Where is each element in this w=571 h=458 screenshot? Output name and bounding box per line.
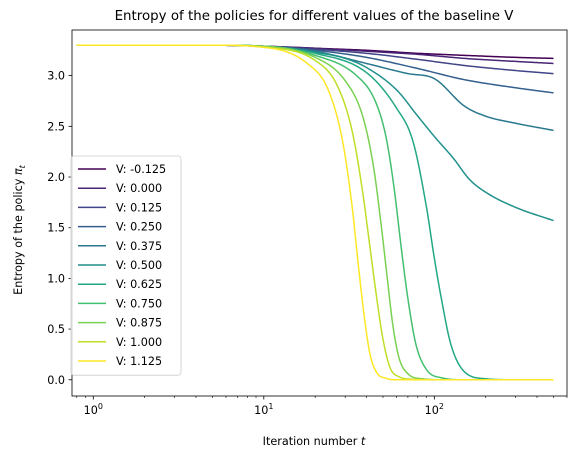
chart-title: Entropy of the policies for different va…	[115, 9, 515, 24]
legend-label-1: V: 0.000	[116, 182, 162, 195]
legend: V: -0.125 V: 0.000 V: 0.125 V: 0.250 V: 0.37…	[70, 155, 182, 376]
x-tick-label-2: 102	[425, 402, 444, 417]
x-axis-label: Iteration number t	[263, 435, 366, 448]
series-line-8	[76, 44, 554, 381]
legend-box	[70, 155, 182, 376]
legend-label-9: V: 1.000	[116, 336, 162, 349]
y-tick-label-1: 0.5	[47, 323, 65, 336]
y-tick-label-0: 0.0	[47, 374, 65, 387]
legend-label-2: V: 0.125	[116, 201, 162, 214]
legend-label-4: V: 0.375	[116, 240, 162, 253]
legend-label-3: V: 0.250	[116, 221, 162, 234]
legend-label-7: V: 0.750	[116, 297, 162, 310]
x-tick-label-1: 101	[254, 402, 273, 417]
legend-label-5: V: 0.500	[116, 259, 162, 272]
ticks-layer: 0.0 0.5 1.0 1.5 2.0 2.5 3.0 100 101 102	[47, 70, 568, 417]
x-tick-label-0: 100	[84, 402, 103, 417]
y-axis-label: Entropy of the policy πt	[12, 164, 27, 295]
y-tick-label-6: 3.0	[47, 70, 65, 83]
series-layer	[76, 44, 554, 381]
legend-label-6: V: 0.625	[116, 278, 162, 291]
y-tick-label-3: 1.5	[47, 222, 65, 235]
legend-label-8: V: 0.875	[116, 317, 162, 330]
legend-label-10: V: 1.125	[116, 355, 162, 368]
series-line-9	[76, 44, 554, 381]
legend-label-0: V: -0.125	[116, 163, 166, 176]
y-tick-label-5: 2.5	[47, 120, 65, 133]
y-tick-label-2: 1.0	[47, 272, 65, 285]
series-line-10	[76, 44, 554, 381]
y-tick-label-4: 2.0	[47, 171, 65, 184]
